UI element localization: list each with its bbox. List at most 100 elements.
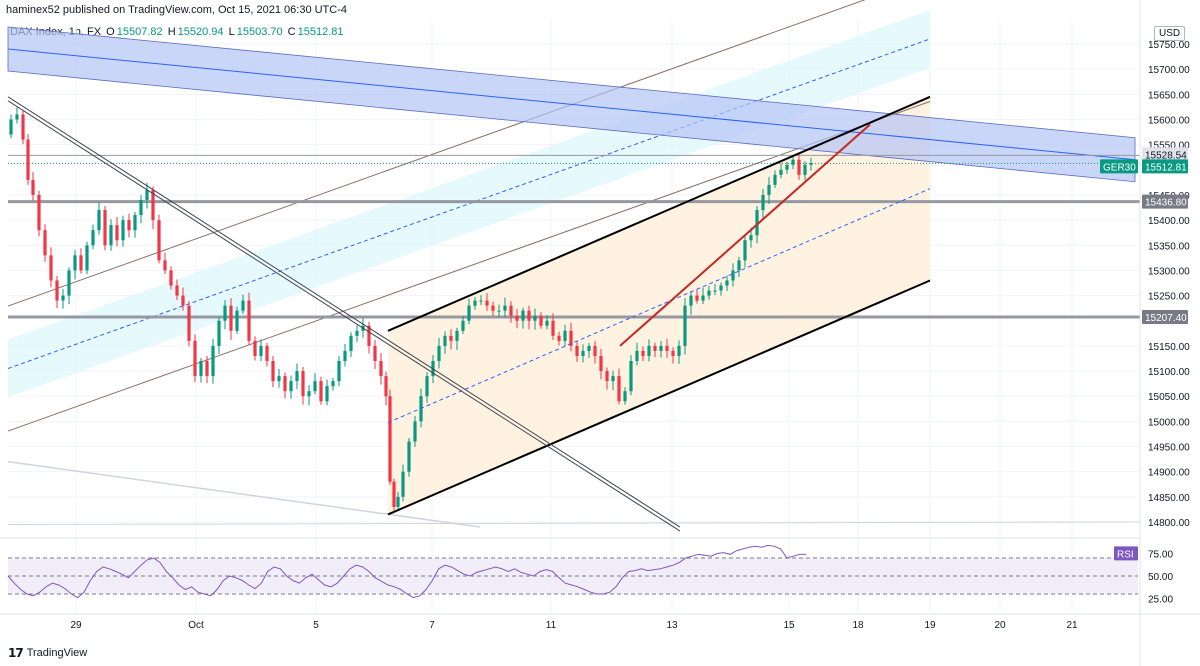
candle-body <box>175 285 179 296</box>
candle-body <box>295 371 299 382</box>
rsi-tick-label: 25.00 <box>1148 595 1173 606</box>
x-tick-label: 19 <box>924 620 936 631</box>
candle-body <box>43 230 47 256</box>
candle-body <box>9 119 13 135</box>
candle-body <box>689 295 693 306</box>
trendline-b <box>7 100 681 532</box>
candle-body <box>151 189 155 221</box>
candle-body <box>767 184 771 195</box>
candle-body <box>373 345 377 361</box>
channel-lower-line <box>387 279 931 516</box>
y-tick-label: 15050.00 <box>1148 392 1190 403</box>
candle-body <box>401 471 405 497</box>
y-tick-label: 14950.00 <box>1148 443 1190 454</box>
candle-body <box>509 305 513 316</box>
candle-body <box>599 355 603 372</box>
candle-body <box>545 320 549 326</box>
candle-body <box>37 194 41 231</box>
x-tick-label: 5 <box>313 620 319 631</box>
candle-body <box>719 285 723 291</box>
rsi-name-label: RSI <box>1117 549 1134 560</box>
candle-body <box>779 169 783 175</box>
candle-body <box>307 391 311 397</box>
tradingview-brand: 17 TradingView <box>8 646 87 660</box>
rsi-tick-label: 50.00 <box>1148 572 1173 583</box>
candle-body <box>797 159 801 175</box>
cyan-channel-upper <box>7 0 866 307</box>
price-label-box <box>1142 159 1188 174</box>
price-label-box <box>1142 194 1188 209</box>
candle-body <box>467 305 471 321</box>
y-tick-label: 15000.00 <box>1148 417 1190 428</box>
candle-body <box>109 225 113 246</box>
candle-body <box>313 381 317 392</box>
channel-upper-line <box>387 95 931 332</box>
y-tick-label: 14850.00 <box>1148 493 1190 504</box>
channel-mid-line <box>387 188 931 424</box>
candle-body <box>563 330 567 341</box>
candle-body <box>271 360 275 382</box>
trendline-a <box>7 96 681 528</box>
candle-body <box>683 305 687 346</box>
price-label-text: 15207.40 <box>1145 313 1187 324</box>
candle-body <box>617 376 621 402</box>
x-tick-label: 15 <box>783 620 795 631</box>
low-value: 15503.70 <box>236 26 283 38</box>
candle-body <box>521 310 525 321</box>
candle-body <box>163 260 167 271</box>
candle-body <box>259 345 263 356</box>
candle-body <box>635 350 639 361</box>
candle-body <box>413 421 417 442</box>
candle-body <box>587 345 591 351</box>
y-tick-label: 15650.00 <box>1148 90 1190 101</box>
cyan-channel-lower <box>7 100 931 432</box>
y-tick-label: 15750.00 <box>1148 40 1190 51</box>
candle-body <box>731 270 735 281</box>
cyan-channel-mid <box>7 38 931 370</box>
candle-body <box>21 114 25 140</box>
candle-body <box>539 315 543 326</box>
candle-body <box>277 376 281 382</box>
candle-body <box>325 386 329 402</box>
candle-body <box>671 350 675 356</box>
y-tick-label: 15600.00 <box>1148 115 1190 126</box>
candle-body <box>355 330 359 336</box>
candle-body <box>695 295 699 301</box>
close-value: 15512.81 <box>297 26 344 38</box>
y-tick-label: 15250.00 <box>1148 292 1190 303</box>
candle-body <box>67 270 71 296</box>
candle-body <box>773 174 777 185</box>
y-tick-label: 15100.00 <box>1148 367 1190 378</box>
y-tick-label: 15550.00 <box>1148 141 1190 152</box>
candle-body <box>349 335 353 351</box>
x-tick-label: 13 <box>666 620 678 631</box>
candle-body <box>211 345 215 377</box>
y-tick-label: 15350.00 <box>1148 241 1190 252</box>
price-label-text: 15528.54 <box>1145 150 1187 161</box>
red-trendline <box>619 123 871 347</box>
high-label: H <box>167 26 176 38</box>
y-tick-label: 15400.00 <box>1148 216 1190 227</box>
candle-body <box>283 376 287 392</box>
candle-body <box>223 305 227 321</box>
candle-body <box>55 280 59 301</box>
candle-body <box>187 305 191 341</box>
grey-trendline <box>7 460 481 528</box>
candle-body <box>241 300 245 311</box>
price-label-box <box>1142 310 1188 325</box>
candle-body <box>755 210 759 236</box>
candle-body <box>485 300 489 306</box>
candle-body <box>551 320 555 336</box>
candle-body <box>647 345 651 356</box>
candle-body <box>725 280 729 286</box>
high-value: 15520.94 <box>177 26 224 38</box>
price-label-box <box>1100 159 1138 174</box>
candle-body <box>388 396 392 482</box>
tradingview-logo-icon: 17 <box>8 646 24 660</box>
currency-button[interactable]: USD <box>1154 26 1186 41</box>
candle-body <box>139 199 143 216</box>
candle-body <box>605 371 609 382</box>
candle-body <box>557 335 561 341</box>
y-tick-label: 15700.00 <box>1148 65 1190 76</box>
